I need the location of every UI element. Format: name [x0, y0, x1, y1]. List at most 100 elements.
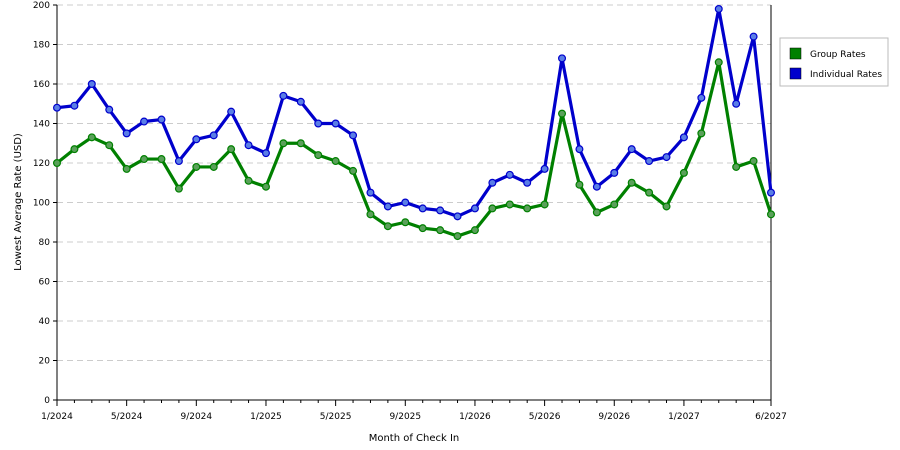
data-point-individual-rates	[662, 153, 671, 162]
data-point-individual-rates	[122, 129, 131, 138]
data-point-individual-rates	[192, 135, 201, 144]
data-point-individual-rates	[296, 97, 305, 106]
x-tick-label: 9/2026	[598, 412, 630, 422]
data-point-individual-rates	[349, 131, 358, 140]
y-tick-label: 100	[33, 199, 50, 209]
x-tick-label: 5/2025	[320, 412, 352, 422]
data-point-group-rates	[209, 162, 218, 171]
data-point-group-rates	[627, 178, 636, 187]
data-point-group-rates	[575, 180, 584, 189]
data-point-group-rates	[279, 139, 288, 148]
data-point-individual-rates	[105, 105, 114, 114]
data-point-individual-rates	[575, 145, 584, 154]
data-point-group-rates	[645, 188, 654, 197]
data-point-group-rates	[174, 184, 183, 193]
data-point-individual-rates	[383, 202, 392, 211]
data-point-individual-rates	[523, 178, 532, 187]
data-point-group-rates	[732, 162, 741, 171]
data-point-group-rates	[296, 139, 305, 148]
data-point-group-rates	[122, 164, 131, 173]
y-tick-label: 160	[33, 80, 50, 90]
data-point-group-rates	[714, 58, 723, 67]
y-tick-label: 180	[33, 41, 50, 51]
series-group	[52, 4, 775, 241]
x-tick-label: 5/2024	[111, 412, 143, 422]
data-point-individual-rates	[418, 204, 427, 213]
data-point-individual-rates	[697, 93, 706, 102]
legend: Group Rates Individual Rates	[779, 37, 889, 87]
data-point-group-rates	[697, 129, 706, 138]
legend-label-group: Group Rates	[810, 50, 866, 60]
data-point-group-rates	[488, 204, 497, 213]
data-point-individual-rates	[52, 103, 61, 112]
data-point-individual-rates	[244, 141, 253, 150]
data-point-group-rates	[401, 218, 410, 227]
data-point-group-rates	[436, 226, 445, 235]
y-tick-label: 20	[39, 357, 51, 367]
data-point-individual-rates	[314, 119, 323, 128]
data-point-individual-rates	[227, 107, 236, 116]
data-point-group-rates	[192, 162, 201, 171]
data-point-individual-rates	[331, 119, 340, 128]
data-point-individual-rates	[174, 157, 183, 166]
data-point-individual-rates	[70, 101, 79, 110]
data-point-group-rates	[453, 232, 462, 241]
x-axis-title: Month of Check In	[369, 433, 460, 444]
data-point-individual-rates	[679, 133, 688, 142]
data-point-group-rates	[157, 155, 166, 164]
data-point-group-rates	[261, 182, 270, 191]
data-point-group-rates	[383, 222, 392, 231]
y-tick-label: 140	[33, 120, 50, 130]
data-point-individual-rates	[261, 149, 270, 158]
data-point-individual-rates	[592, 182, 601, 191]
data-point-individual-rates	[505, 170, 514, 179]
data-point-individual-rates	[470, 204, 479, 213]
data-point-individual-rates	[453, 212, 462, 221]
data-point-group-rates	[610, 200, 619, 209]
data-point-individual-rates	[610, 168, 619, 177]
data-point-group-rates	[52, 159, 61, 168]
data-point-individual-rates	[140, 117, 149, 126]
legend-swatch-group	[789, 47, 802, 60]
y-axis-title: Lowest Average Rate (USD)	[13, 133, 24, 271]
data-point-group-rates	[558, 109, 567, 118]
data-point-individual-rates	[209, 131, 218, 140]
y-axis-ticks: 0 20 40 60 80 100 120 140 160 180 200	[33, 1, 57, 406]
data-point-group-rates	[105, 141, 114, 150]
data-point-group-rates	[592, 208, 601, 217]
grid-lines	[57, 4, 771, 361]
data-point-individual-rates	[714, 4, 723, 13]
data-point-group-rates	[140, 155, 149, 164]
data-point-group-rates	[244, 176, 253, 185]
data-point-individual-rates	[749, 32, 758, 41]
x-tick-label: 6/2027	[755, 412, 787, 422]
data-point-group-rates	[227, 145, 236, 154]
data-point-individual-rates	[540, 164, 549, 173]
y-tick-label: 200	[33, 1, 50, 11]
data-point-group-rates	[331, 157, 340, 166]
data-point-individual-rates	[766, 188, 775, 197]
series-line-group-rates	[56, 60, 773, 238]
data-point-individual-rates	[157, 115, 166, 124]
x-tick-label: 1/2026	[459, 412, 491, 422]
data-point-group-rates	[523, 204, 532, 213]
x-axis-ticks: 1/2024 5/2024 9/2024 1/2025 5/2025 9/2025 1/20…	[41, 400, 787, 422]
y-tick-label: 0	[44, 396, 50, 406]
data-point-individual-rates	[627, 145, 636, 154]
data-point-individual-rates	[436, 206, 445, 215]
data-point-group-rates	[470, 226, 479, 235]
data-point-group-rates	[540, 200, 549, 209]
y-tick-label: 40	[39, 317, 51, 327]
x-tick-label: 9/2025	[389, 412, 421, 422]
data-point-group-rates	[749, 157, 758, 166]
legend-label-individual: Individual Rates	[810, 70, 882, 80]
series-line-individual-rates	[56, 7, 773, 218]
data-point-individual-rates	[645, 157, 654, 166]
data-point-group-rates	[418, 224, 427, 233]
data-point-group-rates	[505, 200, 514, 209]
data-point-group-rates	[349, 166, 358, 175]
data-point-individual-rates	[732, 99, 741, 108]
data-point-individual-rates	[366, 188, 375, 197]
data-point-group-rates	[87, 133, 96, 142]
